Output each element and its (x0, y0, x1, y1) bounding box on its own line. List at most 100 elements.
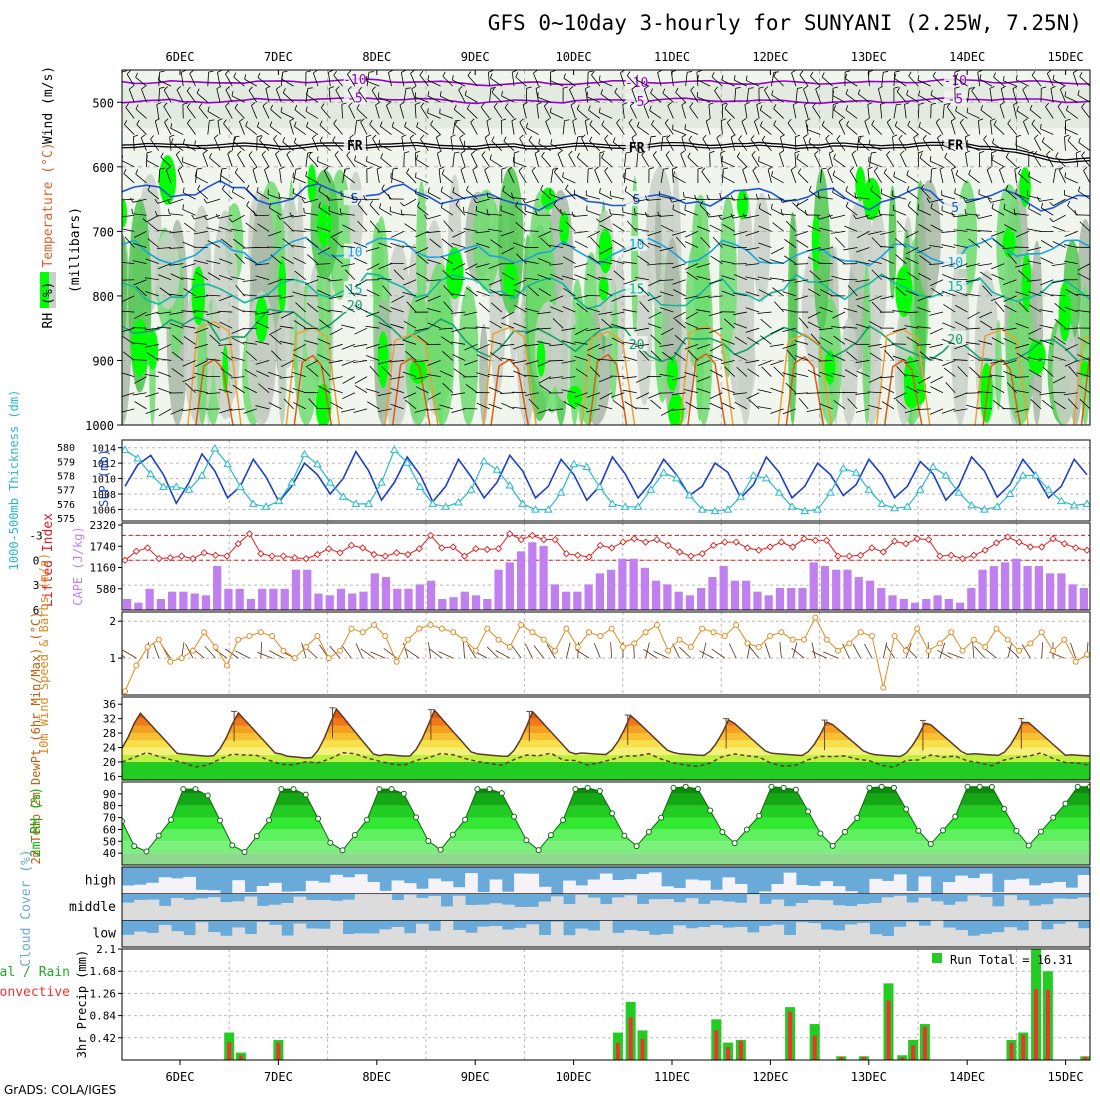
rh2m-point (253, 833, 260, 840)
wind-barb (1075, 152, 1079, 167)
rh2m-point (192, 786, 199, 793)
wind-barb (488, 386, 503, 394)
wind-barb (758, 242, 772, 248)
wind-barb (304, 279, 319, 286)
wind-barb-flag (518, 167, 523, 172)
wind-barb (561, 327, 576, 331)
thickness-point (723, 505, 733, 513)
precip-convective-bar (738, 1041, 743, 1060)
run-total-swatch (932, 953, 942, 963)
wind-barb (895, 254, 907, 264)
cloud-cell (820, 900, 834, 921)
wind-barb (454, 124, 466, 135)
day-label-top: 14DEC (949, 50, 985, 64)
cloud-cell (661, 886, 674, 894)
wind-barb (709, 152, 711, 167)
wind-barb (157, 274, 172, 281)
wind-barb (280, 387, 294, 394)
wind-barb (1083, 170, 1090, 184)
wind-barb (922, 138, 932, 151)
wind-barb (610, 323, 625, 329)
wind-barb (283, 221, 294, 232)
cloud-cell (342, 899, 356, 921)
cloud-cell (942, 904, 956, 921)
wind-barb (147, 238, 160, 248)
wind-barb (917, 307, 931, 313)
wind-barb (708, 104, 711, 119)
thickness-point (1044, 485, 1053, 493)
wind-barb (476, 372, 490, 377)
wind-barb (965, 228, 980, 232)
wind-barb (611, 337, 625, 345)
wind-barb (864, 121, 870, 135)
wind-barb (733, 322, 748, 329)
li-point (291, 554, 299, 562)
contour-label-bg (944, 277, 967, 293)
wind-barb (574, 136, 579, 151)
wind-barb (708, 311, 723, 317)
wind10m-point (665, 647, 672, 654)
wind-barb-flag (637, 121, 640, 127)
cloud-cell (844, 906, 858, 921)
wind-barb-flag (171, 138, 174, 144)
ylabel-thickness: 1000-500mb Thickness (dm) (7, 390, 21, 571)
cloud-cell (955, 930, 968, 947)
wind-barb (574, 392, 588, 398)
surface-contour (777, 333, 833, 425)
wind-barb (832, 174, 846, 184)
wind-barb (696, 295, 711, 299)
wind-barb-flag (175, 150, 181, 155)
wind-barb-flag (1049, 217, 1054, 223)
wind-barb (1015, 263, 1029, 268)
wind10m-point (789, 636, 796, 643)
thickness-point (1069, 500, 1079, 509)
wind-barb (745, 327, 760, 333)
wind-barb-flag (898, 134, 903, 140)
wind-barb-flag (381, 184, 385, 190)
wind-barb (216, 88, 221, 103)
wind-barb-flag (828, 213, 832, 219)
rh2m-point (302, 791, 309, 798)
wind-barb (1015, 408, 1029, 413)
cloud-cell (1028, 920, 1042, 947)
wind-barb (977, 376, 992, 378)
cape-bar (336, 588, 346, 610)
wind-barb-flag (986, 166, 992, 171)
wind-barb-flag (576, 152, 580, 158)
wind-barb-flag (644, 85, 649, 90)
wind-barb (855, 360, 870, 363)
wind-barb (586, 273, 601, 281)
cloud-cell (648, 899, 662, 921)
cloud-cell (183, 876, 197, 894)
wind-barb (845, 93, 858, 103)
cape-bar (291, 569, 301, 610)
wind-barb (939, 169, 944, 184)
precip-convective-bar (1021, 1034, 1026, 1060)
li-point (234, 540, 242, 548)
wind-barb (599, 288, 613, 297)
wind-barb (439, 370, 453, 377)
cloud-cell (759, 903, 772, 921)
wind-barb (697, 96, 711, 103)
wind-barb-flag (306, 121, 309, 127)
ytick-label-left: 577 (57, 486, 75, 497)
wind-barb-flag (979, 150, 985, 154)
cloud-cell (661, 933, 674, 947)
wind-barb-flag (803, 85, 808, 90)
rh2m-point (376, 786, 383, 793)
wind10m-barb (947, 652, 963, 659)
wind-barb (815, 88, 821, 103)
wind-barb-flag (198, 103, 203, 108)
wind-barb (794, 355, 809, 361)
wind-barb-flag (858, 136, 862, 142)
rh2m-point (1013, 827, 1020, 834)
wind-barb (535, 88, 540, 103)
wind-barb (929, 311, 944, 316)
wind10m-point (812, 614, 819, 621)
wind-barb (610, 375, 625, 377)
wind-barb-flag (816, 214, 820, 220)
cape-bar (213, 566, 222, 610)
thickness-point (697, 505, 707, 513)
precip-convective-bar (628, 1017, 633, 1060)
wind-barb-flag (591, 70, 595, 76)
